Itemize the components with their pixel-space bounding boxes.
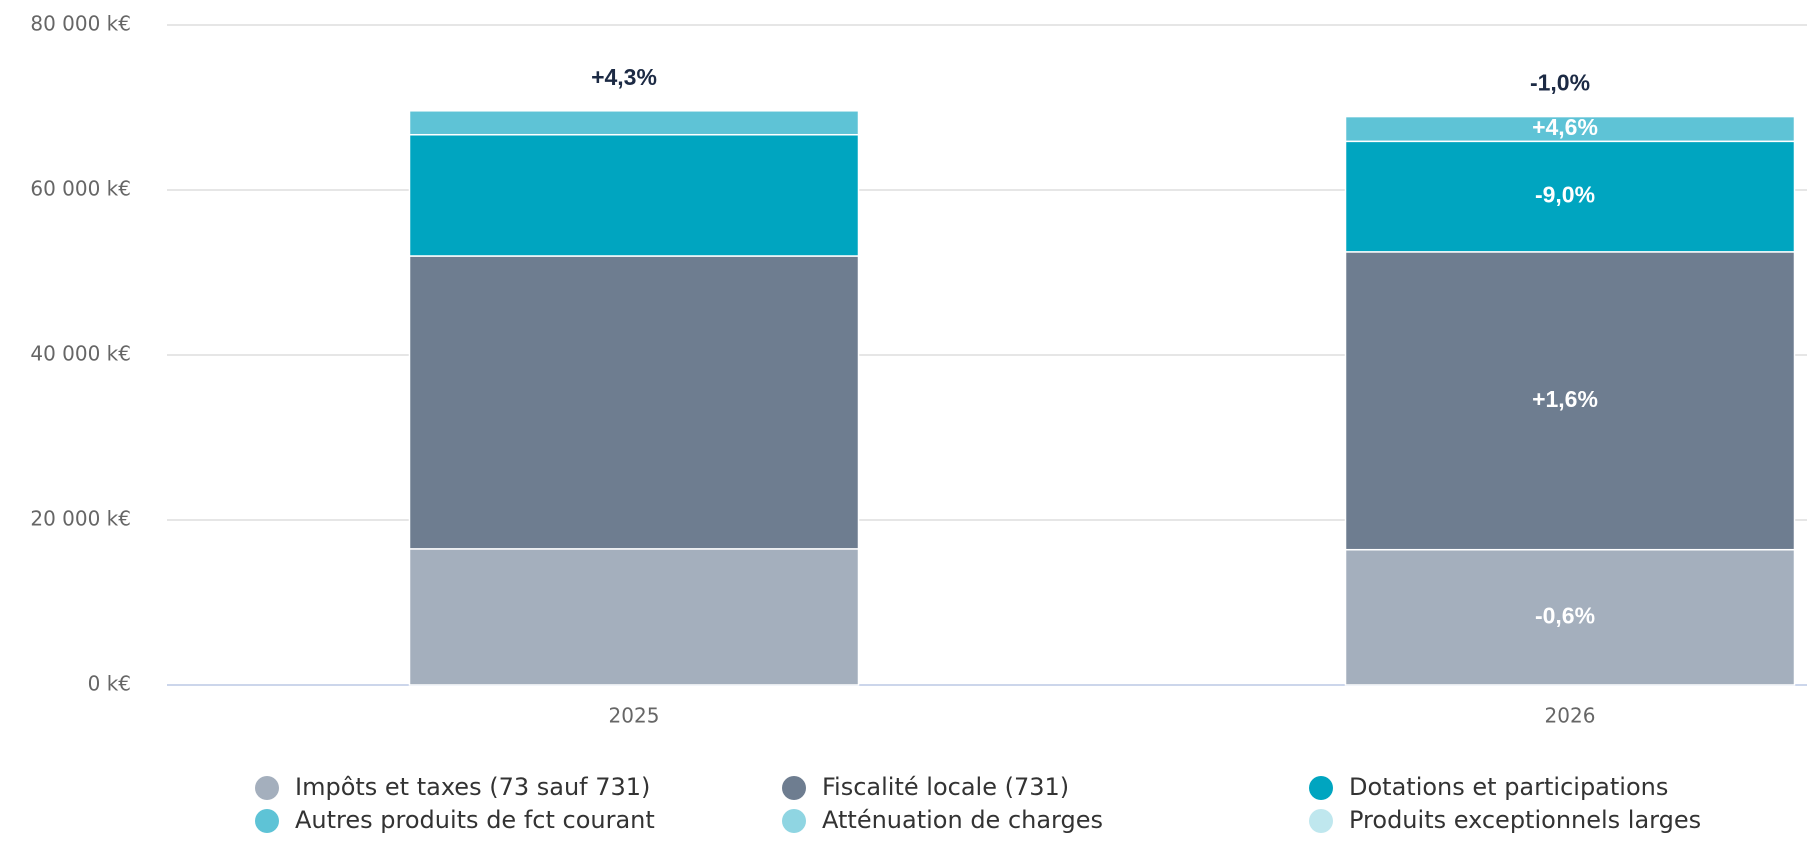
total-label: -1,0% — [1530, 70, 1590, 96]
bar-segment — [408, 133, 860, 257]
legend-swatch — [782, 776, 806, 800]
legend-swatch — [782, 809, 806, 833]
legend-swatch — [255, 776, 279, 800]
bar-segment — [408, 255, 860, 550]
bar-segment — [408, 548, 860, 686]
y-tick-label: 80 000 k€ — [30, 12, 131, 36]
legend-label: Atténuation de charges — [822, 806, 1103, 834]
segment-label: -9,0% — [1535, 182, 1595, 208]
x-tick-label: 2025 — [609, 704, 660, 728]
x-tick-label: 2026 — [1545, 704, 1596, 728]
legend-label: Produits exceptionnels larges — [1349, 806, 1701, 834]
legend-label: Fiscalité locale (731) — [822, 773, 1069, 801]
legend-swatch — [255, 809, 279, 833]
segment-label: -0,6% — [1535, 602, 1595, 628]
bar-segment — [1344, 251, 1796, 551]
y-tick-label: 60 000 k€ — [30, 177, 131, 201]
y-tick-label: 0 k€ — [88, 672, 131, 696]
bar-segment — [408, 110, 860, 136]
segment-label: +4,6% — [1532, 114, 1598, 140]
legend-label: Dotations et participations — [1349, 773, 1668, 801]
legend-swatch — [1309, 809, 1333, 833]
legend-label: Autres produits de fct courant — [295, 806, 655, 834]
bar-segment — [1344, 115, 1796, 143]
legend-label: Impôts et taxes (73 sauf 731) — [295, 773, 650, 801]
y-tick-label: 40 000 k€ — [30, 342, 131, 366]
total-label: +4,3% — [591, 64, 657, 90]
segment-label: +1,6% — [1532, 386, 1598, 412]
legend-swatch — [1309, 776, 1333, 800]
y-tick-label: 20 000 k€ — [30, 507, 131, 531]
bar-segment — [1344, 548, 1796, 686]
